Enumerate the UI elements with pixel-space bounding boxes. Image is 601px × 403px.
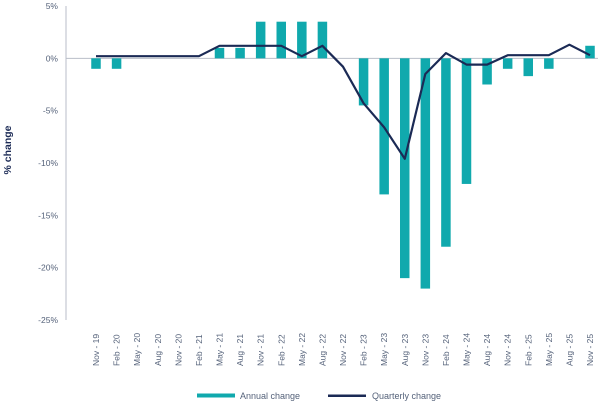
annual-change-bar — [461, 58, 472, 184]
x-tick-label: Nov - 22 — [338, 334, 348, 366]
x-tick-label: Aug - 21 — [235, 334, 245, 366]
x-tick-label: May - 21 — [215, 333, 225, 366]
legend-quarterly-label: Quarterly change — [372, 391, 441, 401]
annual-change-bars — [91, 21, 595, 289]
x-tick-label: Feb - 22 — [276, 334, 286, 366]
y-tick-labels: 5% 0% -5% -10% -15% -20% -25% — [38, 1, 58, 325]
x-tick-label: May - 20 — [132, 333, 142, 366]
annual-change-bar — [482, 58, 492, 85]
x-tick-label: Feb - 21 — [194, 334, 204, 366]
y-axis-label: % change — [2, 125, 14, 174]
chart-axes — [65, 6, 598, 320]
x-tick-labels: Nov - 19 Feb - 20 May - 20 Aug - 20 Nov - 20… — [91, 333, 595, 366]
y-tick-label: 0% — [46, 53, 59, 63]
x-tick-label: Nov - 19 — [91, 334, 101, 366]
x-tick-label: Nov - 24 — [503, 334, 513, 366]
annual-change-bar — [420, 58, 431, 289]
annual-change-bar — [317, 21, 328, 59]
legend-quarterly-swatch — [328, 394, 366, 397]
y-tick-label: -15% — [38, 210, 58, 220]
x-tick-label: Aug - 24 — [482, 334, 492, 366]
legend-annual-label: Annual change — [240, 391, 300, 401]
annual-change-bar — [297, 21, 307, 59]
x-tick-label: Nov - 25 — [585, 334, 595, 366]
x-tick-label: Nov - 23 — [420, 334, 430, 366]
x-tick-label: May - 25 — [544, 333, 554, 366]
x-tick-label: Nov - 21 — [256, 334, 266, 366]
x-tick-label: Aug - 25 — [564, 334, 574, 366]
annual-change-bar — [276, 21, 286, 59]
legend: Annual change Quarterly change — [197, 391, 441, 401]
annual-change-bar — [255, 21, 266, 59]
x-tick-label: Nov - 20 — [173, 334, 183, 366]
y-tick-label: -25% — [38, 315, 58, 325]
legend-annual-swatch — [197, 393, 235, 398]
annual-change-bar — [111, 58, 122, 69]
annual-change-bar — [585, 45, 595, 59]
annual-change-bar — [235, 47, 245, 59]
y-tick-label: -5% — [43, 106, 59, 116]
x-tick-label: Feb - 25 — [523, 334, 533, 366]
x-tick-label: May - 24 — [462, 333, 472, 366]
annual-change-bar — [400, 58, 410, 279]
x-tick-label: Aug - 23 — [400, 334, 410, 366]
y-tick-label: -20% — [38, 263, 58, 273]
annual-change-bar — [214, 47, 225, 59]
x-tick-label: Feb - 20 — [112, 334, 122, 366]
x-tick-label: Aug - 20 — [153, 334, 163, 366]
annual-change-bar — [502, 58, 513, 69]
x-tick-label: Feb - 23 — [359, 334, 369, 366]
y-tick-label: -10% — [38, 158, 58, 168]
annual-change-bar — [441, 58, 451, 247]
quarterly-change-line-group — [96, 43, 591, 160]
x-tick-label: May - 22 — [297, 333, 307, 366]
annual-change-bar — [91, 58, 101, 69]
x-tick-label: May - 23 — [379, 333, 389, 366]
x-tick-label: Feb - 24 — [441, 334, 451, 366]
y-tick-label: 5% — [46, 1, 59, 11]
annual-change-bar — [544, 58, 554, 69]
x-tick-label: Aug - 22 — [317, 334, 327, 366]
annual-change-bar — [358, 58, 369, 106]
annual-change-bar — [523, 58, 533, 77]
quarterly-change-line — [96, 43, 591, 160]
